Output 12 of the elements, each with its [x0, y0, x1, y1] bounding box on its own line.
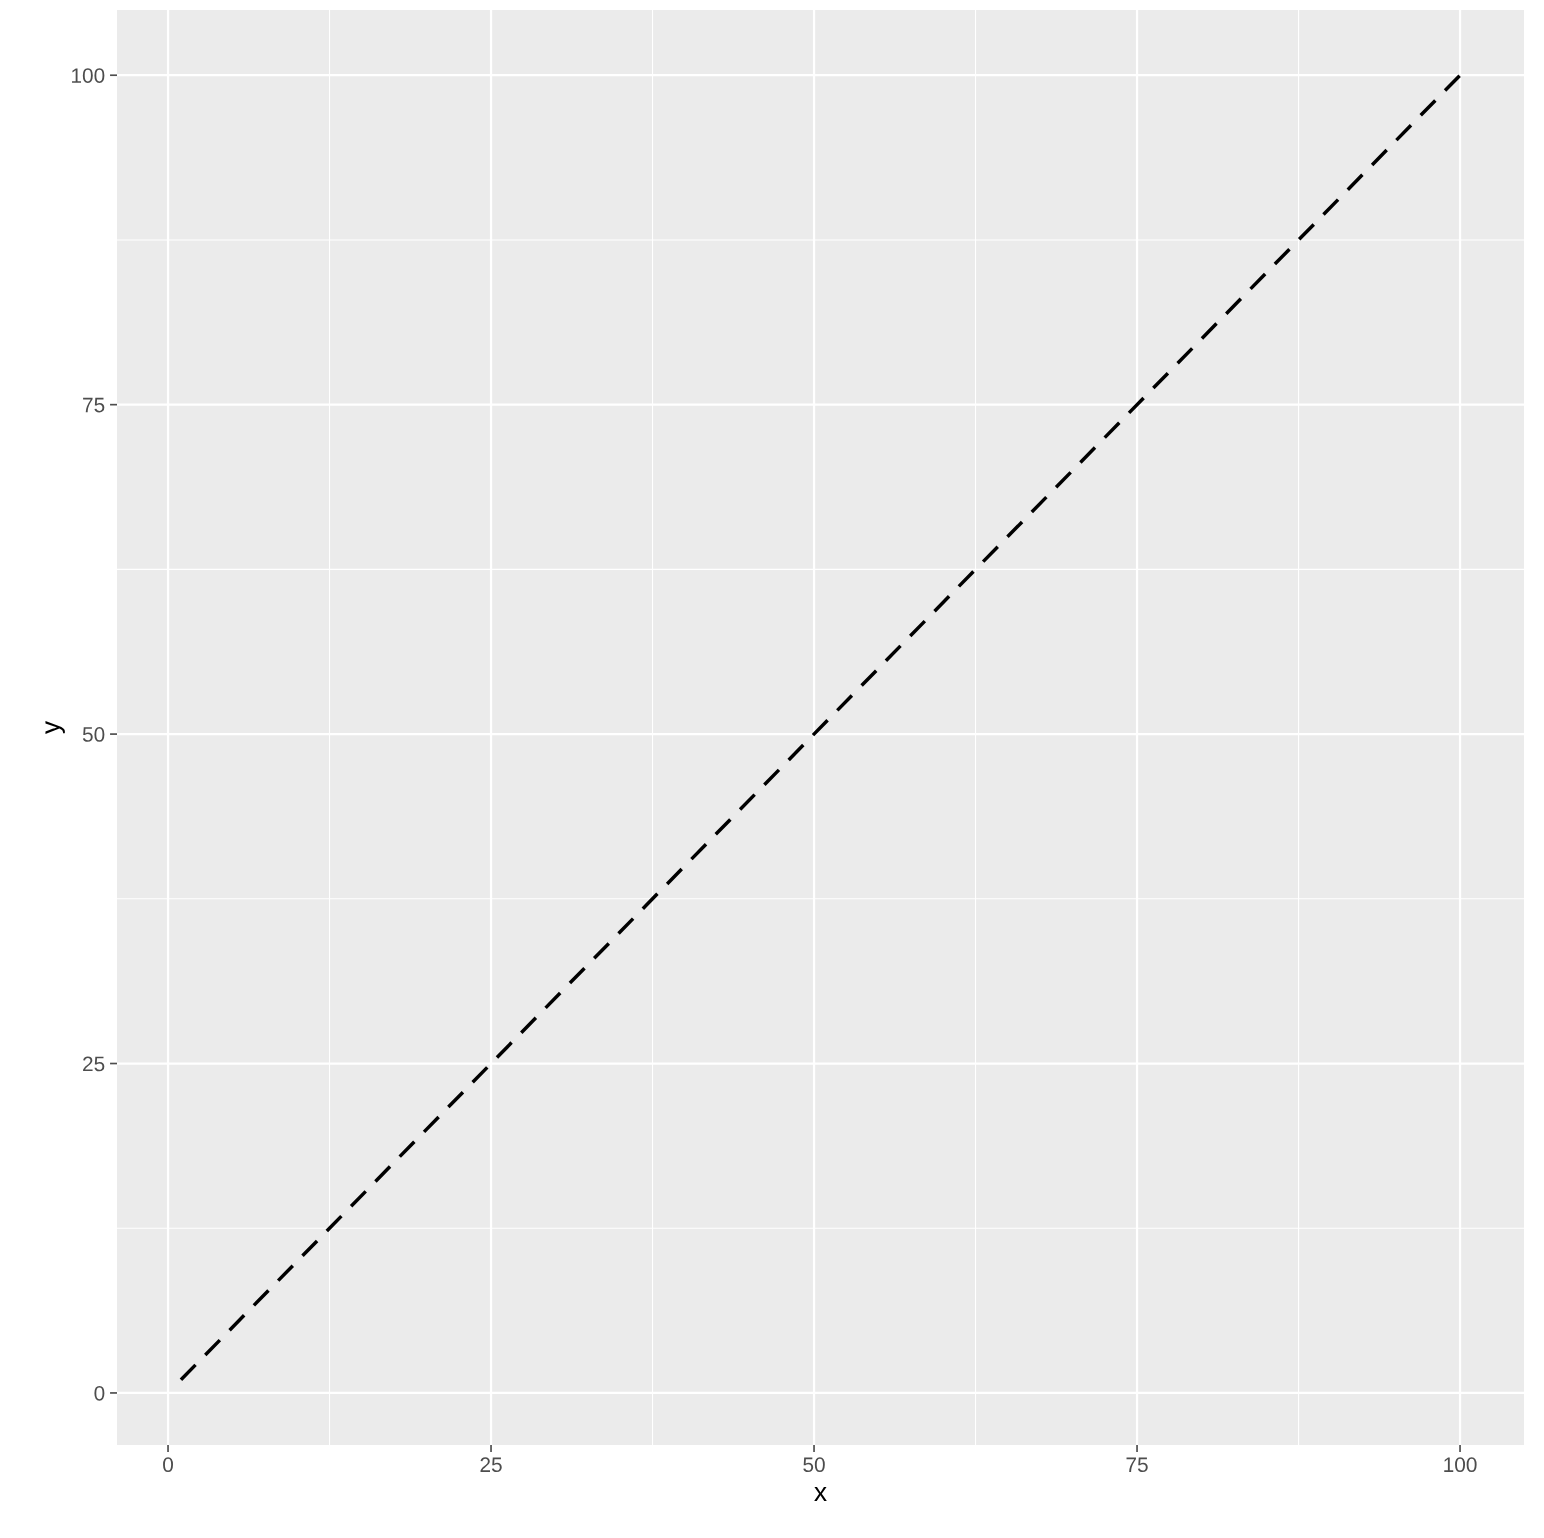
- y-tick-label: 75: [83, 397, 105, 413]
- x-tick-label: 75: [1126, 1457, 1148, 1473]
- x-axis-title: x: [814, 1486, 827, 1501]
- x-tick-label: 0: [163, 1457, 174, 1473]
- y-tick-label: 25: [83, 1056, 105, 1072]
- x-tick-label: 100: [1444, 1457, 1477, 1473]
- y-tick-label: 50: [82, 727, 105, 742]
- y-tick-label: 100: [72, 68, 105, 83]
- y-axis-title: y: [45, 720, 65, 735]
- x-tick-label: 25: [480, 1457, 502, 1473]
- y-tick-label: 0: [94, 1385, 105, 1401]
- x-tick-label: 50: [803, 1457, 825, 1473]
